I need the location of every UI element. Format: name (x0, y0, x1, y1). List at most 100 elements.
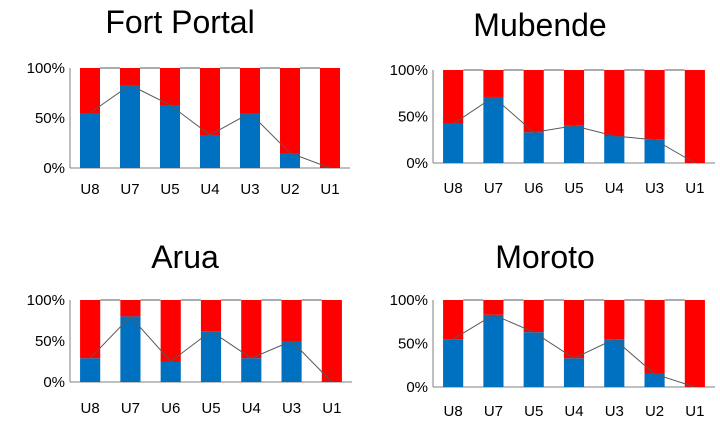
bar-red (200, 300, 222, 332)
x-tick-label: U6 (161, 400, 180, 417)
series-line-blue (89, 315, 333, 383)
x-tick-label: U4 (564, 403, 583, 420)
bar-red (120, 68, 140, 85)
bar-red (443, 70, 464, 124)
bar-blue (80, 113, 100, 168)
y-tick-label: 50% (398, 336, 428, 353)
bar-red (604, 300, 625, 340)
bar-blue (160, 105, 180, 168)
chart-title: Fort Portal (105, 4, 254, 40)
bar-blue (523, 132, 544, 163)
bar-red (280, 68, 300, 153)
x-tick-label: U5 (564, 180, 583, 197)
x-tick-label: U3 (645, 180, 664, 197)
bar-red (281, 300, 302, 341)
y-tick-label: 0% (406, 155, 428, 172)
series-line-blue (452, 96, 696, 164)
x-tick-label: U7 (484, 403, 503, 420)
x-tick-label: U1 (322, 400, 341, 417)
y-tick-label: 0% (406, 379, 428, 396)
x-tick-label: U1 (685, 403, 704, 420)
series-line-blue (89, 84, 331, 169)
bar-blue (563, 125, 585, 163)
x-tick-label: U3 (282, 400, 301, 417)
bar-blue (644, 139, 665, 163)
bar-red (563, 300, 585, 359)
bar-red (200, 68, 220, 135)
bar-red (443, 300, 464, 340)
x-tick-label: U8 (444, 403, 463, 420)
chart-title: Moroto (495, 239, 595, 275)
bar-blue (200, 135, 220, 168)
bar-red (240, 68, 260, 113)
x-tick-label: U5 (160, 181, 179, 198)
bar-red (483, 70, 504, 97)
x-tick-label: U5 (524, 403, 543, 420)
bar-blue (563, 358, 585, 387)
bar-blue (120, 85, 140, 168)
bar-red (320, 68, 340, 168)
bar-red (160, 68, 180, 105)
bar-red (80, 68, 100, 113)
bar-blue (443, 123, 464, 163)
bar-red (160, 300, 181, 362)
chart-panel-1: Mubende 0% 50% 100% U8 U7 U6 U5 U4 U3 U1 (390, 7, 715, 197)
bar-blue (280, 153, 300, 168)
y-tick-label: 100% (390, 62, 428, 79)
bar-blue (604, 339, 625, 387)
x-tick-label: U7 (121, 400, 140, 417)
bar-blue (120, 316, 141, 382)
x-tick-label: U8 (444, 180, 463, 197)
x-tick-label: U2 (280, 181, 299, 198)
x-tick-label: U1 (320, 181, 339, 198)
bar-red (644, 70, 665, 140)
bar-blue (523, 332, 544, 387)
bar-red (523, 70, 544, 133)
bar-blue (483, 96, 504, 163)
y-tick-label: 100% (27, 292, 65, 309)
bar-blue (281, 341, 302, 382)
chart-panel-3: Moroto 0% 50% 100% U8 U7 U5 U4 U3 U2 U1 (390, 239, 715, 420)
bar-red (241, 300, 262, 359)
y-tick-label: 0% (43, 160, 65, 177)
x-tick-label: U2 (645, 403, 664, 420)
bar-red (321, 300, 342, 382)
y-tick-label: 100% (27, 60, 65, 77)
y-tick-label: 0% (43, 374, 65, 391)
x-tick-label: U4 (605, 180, 624, 197)
x-tick-label: U7 (120, 181, 139, 198)
x-tick-label: U4 (242, 400, 261, 417)
y-tick-label: 50% (35, 110, 65, 127)
bar-red (563, 70, 585, 126)
chart-panel-0: Fort Portal 0% 50% 100% U8 U7 U5 U4 U3 U2 U1 (27, 4, 350, 198)
bar-red (120, 300, 141, 317)
bar-blue (160, 361, 181, 382)
bar-blue (443, 339, 464, 387)
bar-blue (644, 373, 665, 387)
bar-red (644, 300, 665, 374)
x-tick-label: U5 (201, 400, 220, 417)
bar-blue (604, 136, 625, 163)
bar-blue (240, 113, 260, 168)
x-tick-label: U4 (200, 181, 219, 198)
y-tick-label: 100% (390, 292, 428, 309)
bar-red (80, 300, 101, 359)
chart-title: Arua (151, 239, 219, 275)
series-line-blue (452, 314, 696, 388)
bar-red (684, 300, 705, 387)
x-tick-label: U7 (484, 180, 503, 197)
x-tick-label: U3 (605, 403, 624, 420)
x-tick-label: U8 (80, 181, 99, 198)
bar-blue (200, 331, 222, 382)
x-tick-label: U1 (685, 180, 704, 197)
bar-red (604, 70, 625, 137)
y-tick-label: 50% (35, 333, 65, 350)
bar-blue (80, 358, 101, 382)
y-tick-label: 50% (398, 109, 428, 126)
bar-red (684, 70, 705, 163)
bar-blue (241, 358, 262, 382)
x-tick-label: U6 (524, 180, 543, 197)
bar-red (523, 300, 544, 333)
